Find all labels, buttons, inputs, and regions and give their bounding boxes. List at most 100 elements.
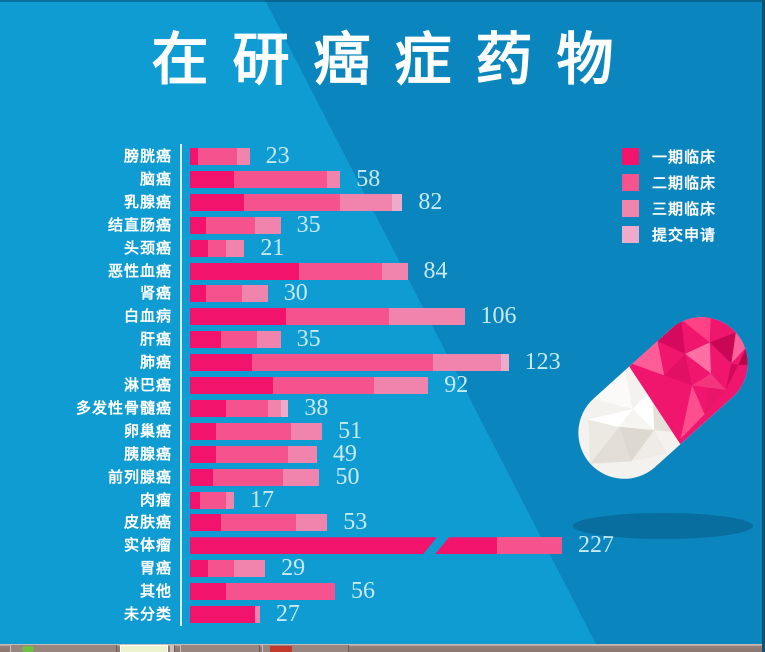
bar-value: 35 [296, 326, 321, 353]
category-label: 卵巢癌 [123, 422, 172, 440]
bar-segment-phase1 [190, 491, 201, 509]
bar-segment-phase1 [190, 514, 222, 532]
bar-segment-phase2 [272, 377, 374, 394]
category-label: 胃癌 [139, 560, 172, 578]
bar-segment-phase3 [226, 491, 235, 509]
category-label: 肝癌 [139, 331, 172, 349]
taskbar-button[interactable] [180, 645, 260, 652]
bar-segment-phase1 [190, 216, 206, 234]
legend-swatch-一期临床 [622, 148, 639, 165]
bar-value: 21 [260, 234, 285, 261]
bar-segment-phase1 [190, 308, 286, 326]
legend-label: 一期临床 [652, 149, 717, 166]
bar-value: 92 [444, 372, 469, 398]
bar-segment-phase2 [497, 537, 562, 555]
bar-value: 106 [480, 303, 517, 330]
bar-row [190, 308, 465, 326]
bar-segment-phase2 [215, 422, 291, 440]
legend-label: 提交申请 [652, 227, 717, 244]
bar-segment-phase1 [190, 285, 206, 303]
bar-segment-phase1 [190, 148, 198, 165]
bar-row [190, 331, 281, 349]
pill-illustration [559, 298, 765, 539]
bar-segment-phase2 [252, 354, 434, 372]
legend-swatch-三期临床 [622, 200, 639, 217]
taskbar-button[interactable] [262, 645, 349, 652]
taskbar-button-active[interactable] [120, 645, 168, 652]
bar-segment-phase1 [190, 468, 214, 486]
bar-row [190, 491, 235, 509]
taskbar-button[interactable] [10, 645, 117, 652]
page-title: 在研癌症药物 [151, 28, 638, 92]
bar-value: 27 [275, 601, 300, 627]
category-label: 未分类 [123, 606, 172, 623]
category-label: 乳腺癌 [123, 193, 172, 211]
category-label: 肺癌 [139, 354, 172, 372]
bar-segment-phase2 [213, 468, 284, 486]
category-label: 其他 [139, 583, 172, 601]
legend-item: 二期临床 [622, 172, 716, 193]
red-app-icon [270, 646, 292, 652]
legend-item: 一期临床 [622, 146, 716, 167]
bar-segment-phase2 [215, 445, 289, 463]
bar-row [190, 193, 403, 211]
bar-segment-phase4 [500, 354, 509, 372]
bar-segment-phase2 [285, 308, 390, 326]
bar-value: 23 [265, 143, 290, 169]
category-label: 淋巴癌 [123, 377, 172, 394]
bar-segment-phase1 [190, 537, 437, 554]
bar-segment-phase2 [226, 583, 336, 601]
bar-segment-phase3 [283, 468, 320, 486]
bar-value: 50 [335, 463, 360, 490]
bar-segment-phase3 [381, 262, 408, 280]
category-label: 头颈癌 [123, 239, 172, 257]
bar-segment-phase2 [221, 331, 258, 349]
bar-segment-phase1 [190, 422, 216, 440]
bar-segment-phase1 [190, 193, 245, 211]
bar-segment-phase3 [267, 399, 281, 417]
bar-value: 123 [524, 349, 561, 376]
bar-value: 56 [351, 578, 376, 605]
bar-segment-phase3 [327, 170, 341, 188]
axis-line [180, 144, 182, 626]
bar-segment-phase3 [257, 331, 281, 349]
legend-item: 提交申请 [622, 224, 716, 245]
bar-segment-phase2 [205, 216, 255, 234]
category-label: 多发性骨髓癌 [75, 399, 172, 417]
bar-segment-phase1 [190, 262, 299, 280]
bar-segment-phase2 [208, 560, 235, 578]
bar-segment-phase3 [226, 239, 245, 257]
legend-label: 二期临床 [652, 175, 717, 192]
bar-segment-phase3 [236, 148, 250, 165]
bar-segment-phase3 [241, 285, 268, 303]
category-label: 膀胱癌 [123, 148, 172, 165]
bar-row [190, 560, 266, 578]
taskbar-separator [170, 645, 175, 652]
bar-value: 53 [343, 509, 368, 536]
bar-value: 30 [283, 280, 308, 307]
bar-segment-phase3 [433, 354, 501, 372]
bar-segment-phase4 [392, 193, 403, 211]
bar-segment-phase3 [291, 422, 323, 440]
bar-segment-phase2 [200, 491, 227, 509]
bar-row [190, 216, 281, 234]
bar-segment-phase1 [190, 606, 255, 623]
bar-segment-phase2 [298, 262, 382, 280]
bar-row [190, 239, 245, 257]
bar-row [190, 262, 408, 280]
bar-segment-phase2 [234, 170, 328, 188]
category-label: 肉瘤 [139, 491, 172, 509]
bar-value: 49 [332, 440, 357, 467]
bar-segment-phase2 [197, 148, 237, 165]
bar-segment-phase3 [296, 514, 328, 532]
category-label: 恶性血癌 [107, 262, 172, 280]
category-label: 脑癌 [139, 170, 172, 188]
bar-value: 58 [356, 165, 381, 192]
bar-segment-phase3 [288, 445, 317, 463]
bar-value: 84 [423, 257, 448, 284]
bar-segment-phase1 [190, 354, 253, 372]
bar-segment-phase2 [205, 285, 242, 303]
bar-segment-phase4 [280, 399, 289, 417]
bar-segment-phase3 [389, 308, 465, 326]
category-label: 胰腺癌 [123, 445, 172, 463]
